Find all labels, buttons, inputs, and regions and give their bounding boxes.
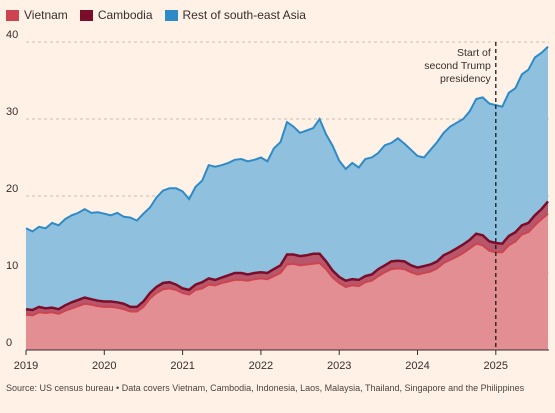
x-tick-label-2021: 2021 — [170, 360, 194, 372]
y-tick-label-0: 0 — [6, 337, 12, 349]
legend-label-vietnam: Vietnam — [24, 8, 68, 22]
y-tick-label-10: 10 — [6, 260, 18, 272]
legend-item-cambodia: Cambodia — [79, 8, 153, 22]
annotation-text-line-2: second Trump — [424, 60, 491, 72]
legend-swatch-cambodia — [79, 9, 93, 21]
source-note: Source: US census bureau • Data covers V… — [6, 383, 525, 393]
y-tick-label-40: 40 — [6, 29, 18, 41]
legend-item-rest-of-sea: Rest of south-east Asia — [164, 8, 306, 22]
legend-label-cambodia: Cambodia — [97, 8, 153, 22]
annotation-text-line-1: Start of — [457, 47, 491, 59]
x-tick-label-2024: 2024 — [405, 360, 429, 372]
series-line-cambodia — [25, 200, 549, 312]
legend-swatch-vietnam — [6, 9, 19, 21]
annotation-text-line-3: presidency — [440, 73, 492, 85]
x-tick-label-2025: 2025 — [484, 360, 508, 372]
y-tick-label-30: 30 — [6, 106, 18, 118]
legend-label-rest-of-sea: Rest of south-east Asia — [182, 8, 306, 22]
series-line-vietnam — [25, 212, 549, 317]
legend-item-vietnam: Vietnam — [6, 8, 68, 22]
series-area-vietnam — [26, 213, 548, 350]
y-tick-label-20: 20 — [6, 183, 18, 195]
series-line-rest-of-south-east-asia — [25, 45, 549, 233]
x-tick-label-2023: 2023 — [327, 360, 351, 372]
x-tick-label-2019: 2019 — [14, 360, 38, 372]
x-tick-label-2020: 2020 — [92, 360, 116, 372]
x-tick-label-2022: 2022 — [249, 360, 273, 372]
chart-legend: Vietnam Cambodia Rest of south-east Asia — [6, 8, 318, 22]
legend-swatch-rest-of-sea — [164, 9, 178, 21]
